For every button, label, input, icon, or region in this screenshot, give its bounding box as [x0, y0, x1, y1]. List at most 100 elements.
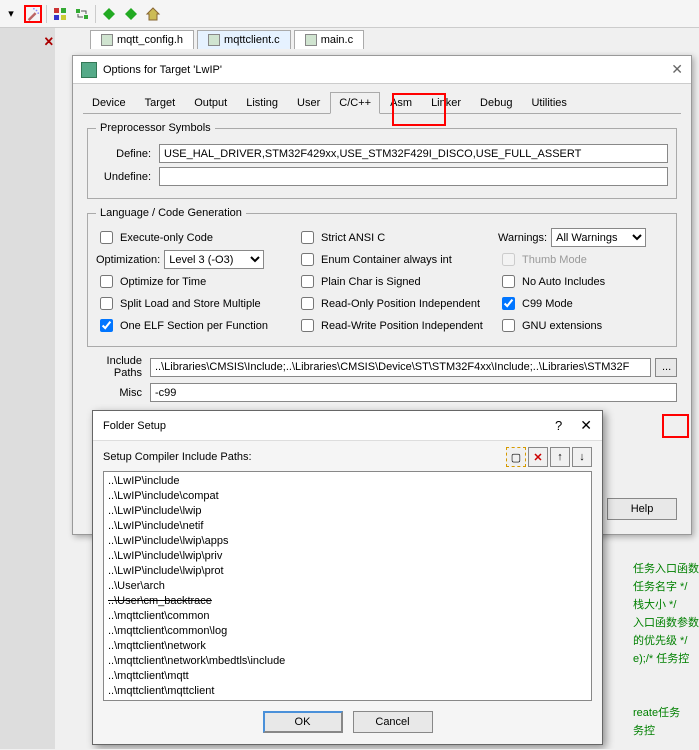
folder-up-button[interactable]: ↑	[550, 447, 570, 467]
include-label: Include Paths	[87, 355, 142, 379]
swap-icon[interactable]	[73, 5, 91, 23]
main-toolbar: ▾	[0, 0, 699, 28]
list-item[interactable]: ..\mqttclient\network	[108, 639, 587, 654]
folder-close-icon[interactable]: ✕	[580, 417, 592, 434]
folder-setup-dialog: Folder Setup ? ✕ Setup Compiler Include …	[92, 410, 603, 745]
list-item[interactable]: ..\LwIP\include\lwip	[108, 504, 587, 519]
list-item[interactable]: ..\mqttclient\network\mbedtls\include	[108, 654, 587, 669]
col1: Execute-only Code Optimization: Level 3 …	[96, 225, 285, 338]
tab-cpp[interactable]: C/C++	[330, 92, 380, 114]
rw-pi-chk[interactable]	[301, 319, 314, 332]
help-button[interactable]: Help	[607, 498, 677, 520]
folder-down-button[interactable]: ↓	[572, 447, 592, 467]
include-browse-button[interactable]: ...	[655, 358, 677, 377]
diamond-2-icon[interactable]	[122, 5, 140, 23]
dropdown-arrow-icon[interactable]: ▾	[2, 5, 20, 23]
warnings-label: Warnings:	[498, 232, 547, 244]
cancel-button[interactable]: Cancel	[353, 711, 433, 733]
include-paths-input[interactable]	[150, 358, 651, 377]
folder-help-icon[interactable]: ?	[555, 418, 562, 433]
folder-titlebar[interactable]: Folder Setup ? ✕	[93, 411, 602, 441]
ok-button[interactable]: OK	[263, 711, 343, 733]
opt-time-chk[interactable]	[100, 275, 113, 288]
side-panel: 🗙	[0, 28, 55, 749]
magic-wand-icon[interactable]	[24, 5, 42, 23]
file-tab-label: main.c	[321, 34, 353, 46]
list-item[interactable]: ..\mqttclient\mqttclient	[108, 684, 587, 699]
folder-new-button[interactable]: ▢	[506, 447, 526, 467]
warnings-select[interactable]: All Warnings	[551, 228, 646, 247]
language-legend: Language / Code Generation	[96, 207, 246, 219]
one-elf-chk[interactable]	[100, 319, 113, 332]
file-tab-label: mqtt_config.h	[117, 34, 183, 46]
list-item[interactable]: ..\mqttclient\common\log	[108, 624, 587, 639]
home-icon[interactable]	[144, 5, 162, 23]
tree-icon[interactable]	[51, 5, 69, 23]
annotation-browse-highlight	[662, 414, 689, 438]
undefine-input[interactable]	[159, 167, 668, 186]
col2: Strict ANSI C Enum Container always int …	[297, 225, 486, 338]
misc-input[interactable]	[150, 383, 677, 402]
file-tab-0[interactable]: mqtt_config.h	[90, 30, 194, 49]
annotation-tab-highlight	[392, 93, 446, 126]
separator	[95, 5, 96, 23]
tab-target[interactable]: Target	[136, 92, 185, 113]
diamond-1-icon[interactable]	[100, 5, 118, 23]
preprocessor-legend: Preprocessor Symbols	[96, 122, 215, 134]
dialog-title: Options for Target 'LwIP'	[103, 64, 222, 76]
ro-pi-chk[interactable]	[301, 297, 314, 310]
file-icon	[208, 34, 220, 46]
preprocessor-group: Preprocessor Symbols Define: Undefine:	[87, 122, 677, 199]
define-input[interactable]	[159, 144, 668, 163]
folder-list[interactable]: ..\LwIP\include ..\LwIP\include\compat .…	[103, 471, 592, 701]
list-item[interactable]: ..\LwIP\include\lwip\apps	[108, 534, 587, 549]
tab-output[interactable]: Output	[185, 92, 236, 113]
misc-label: Misc	[87, 387, 142, 399]
dialog-close-icon[interactable]: ✕	[671, 61, 683, 78]
tab-utilities[interactable]: Utilities	[522, 92, 575, 113]
file-icon	[101, 34, 113, 46]
list-item[interactable]: ..\mqttclient\common	[108, 609, 587, 624]
tab-debug[interactable]: Debug	[471, 92, 521, 113]
tab-device[interactable]: Device	[83, 92, 135, 113]
dialog-titlebar[interactable]: Options for Target 'LwIP' ✕	[73, 56, 691, 84]
strict-ansi-chk[interactable]	[301, 231, 314, 244]
plain-char-chk[interactable]	[301, 275, 314, 288]
split-load-chk[interactable]	[100, 297, 113, 310]
list-item[interactable]: ..\LwIP\include\lwip\priv	[108, 549, 587, 564]
optimization-label: Optimization:	[96, 254, 160, 266]
dialog-body: Preprocessor Symbols Define: Undefine: L…	[73, 114, 691, 414]
list-item[interactable]: ..\User\arch	[108, 579, 587, 594]
panel-close-icon[interactable]: 🗙	[45, 32, 53, 51]
list-item[interactable]: ..\LwIP\include\compat	[108, 489, 587, 504]
list-item[interactable]: ..\User\cm_backtrace	[108, 594, 587, 609]
list-item[interactable]: ..\mqttclient\mqtt	[108, 669, 587, 684]
dialog-icon	[81, 62, 97, 78]
no-auto-inc-chk[interactable]	[502, 275, 515, 288]
file-tab-2[interactable]: main.c	[294, 30, 364, 49]
list-item[interactable]: ..\LwIP\include	[108, 474, 587, 489]
folder-title: Folder Setup	[103, 420, 166, 432]
file-tab-label: mqttclient.c	[224, 34, 280, 46]
exec-only-chk[interactable]	[100, 231, 113, 244]
gnu-ext-chk[interactable]	[502, 319, 515, 332]
undefine-label: Undefine:	[96, 171, 151, 183]
tab-listing[interactable]: Listing	[237, 92, 287, 113]
list-item[interactable]: ..\LwIP\include\lwip\prot	[108, 564, 587, 579]
code-background: 任务入口函数 任务名字 */ 栈大小 */ 入口函数参数 的优先级 */ e);…	[633, 560, 699, 740]
list-item[interactable]: ..\mqttclient\platform\FreeRTOS	[108, 699, 587, 701]
define-label: Define:	[96, 148, 151, 160]
separator	[46, 5, 47, 23]
tabs-row: Device Target Output Listing User C/C++ …	[83, 92, 681, 114]
folder-delete-button[interactable]: ✕	[528, 447, 548, 467]
tab-user[interactable]: User	[288, 92, 329, 113]
enum-int-chk[interactable]	[301, 253, 314, 266]
file-tab-1[interactable]: mqttclient.c	[197, 30, 291, 49]
optimization-select[interactable]: Level 3 (-O3)	[164, 250, 264, 269]
language-group: Language / Code Generation Execute-only …	[87, 207, 677, 347]
c99-chk[interactable]	[502, 297, 515, 310]
list-item[interactable]: ..\LwIP\include\netif	[108, 519, 587, 534]
folder-subtitle: Setup Compiler Include Paths:	[103, 451, 252, 463]
file-icon	[305, 34, 317, 46]
file-tabs: mqtt_config.h mqttclient.c main.c	[90, 30, 364, 49]
